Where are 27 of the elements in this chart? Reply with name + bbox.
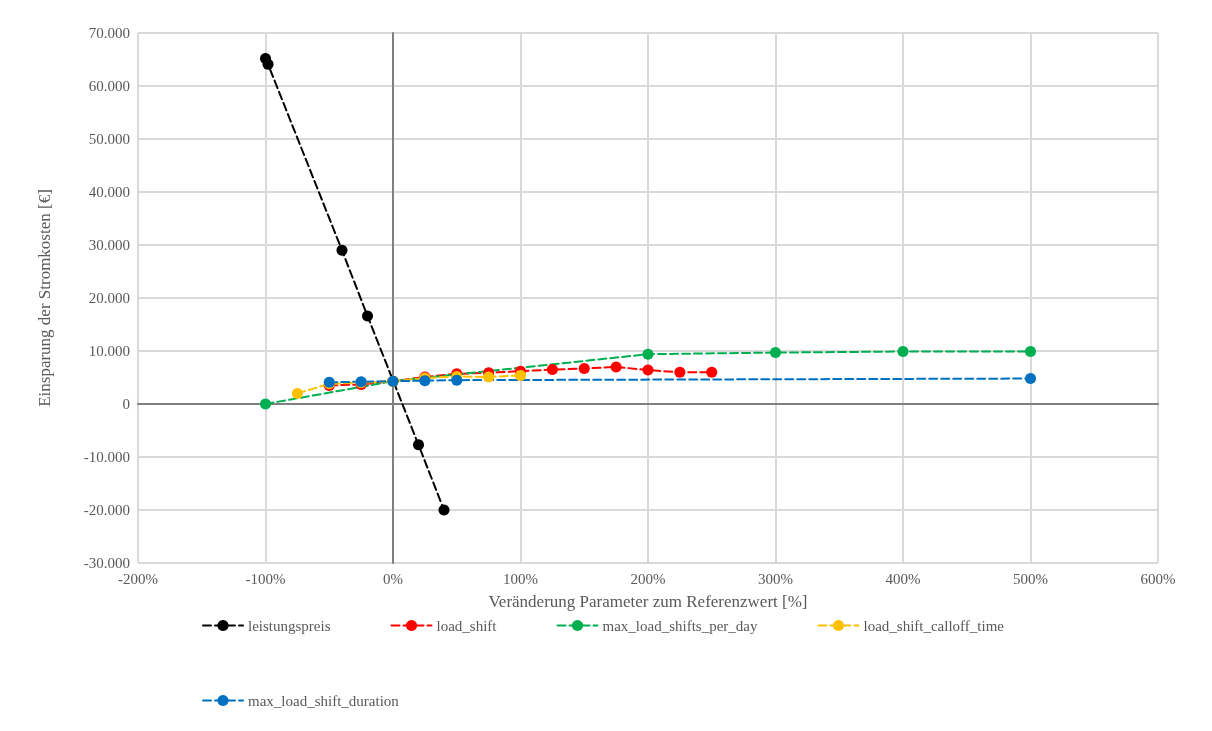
y-tick-label: 50.000 [88, 131, 130, 147]
x-tick-label: 500% [1013, 570, 1048, 587]
y-axis-title: Einsparung der Stromkosten [€] [35, 189, 54, 407]
y-tick-label: -10.000 [83, 449, 130, 465]
x-tick-label: 300% [758, 570, 793, 587]
x-tick-label: 600% [1140, 570, 1176, 587]
y-tick-label: 10.000 [88, 343, 130, 359]
legend-label: load_shift [436, 617, 498, 634]
legend-label: leistungspreis [248, 617, 331, 634]
y-tick-label: 20.000 [88, 290, 130, 306]
x-tick-label: 200% [630, 570, 666, 587]
y-tick-label: 60.000 [88, 78, 130, 94]
y-tick-label: 40.000 [88, 184, 130, 200]
x-tick-label: -100% [245, 570, 286, 587]
legend-label: max_load_shifts_per_day [602, 617, 758, 634]
y-tick-label: -20.000 [83, 502, 130, 518]
x-tick-label: 400% [885, 570, 921, 587]
y-tick-label: -30.000 [83, 555, 130, 571]
x-tick-label: 100% [503, 570, 538, 587]
x-tick-label: 0% [383, 570, 403, 587]
y-tick-label: 0 [122, 396, 130, 412]
y-tick-label: 30.000 [88, 237, 130, 253]
legend-label: load_shift_calloff_time [863, 617, 1005, 634]
x-axis-title: Veränderung Parameter zum Referenzwert [%] [488, 592, 808, 611]
legend-label: max_load_shift_duration [248, 692, 400, 709]
x-tick-label: -200% [118, 570, 158, 587]
y-tick-label: 70.000 [88, 25, 130, 41]
